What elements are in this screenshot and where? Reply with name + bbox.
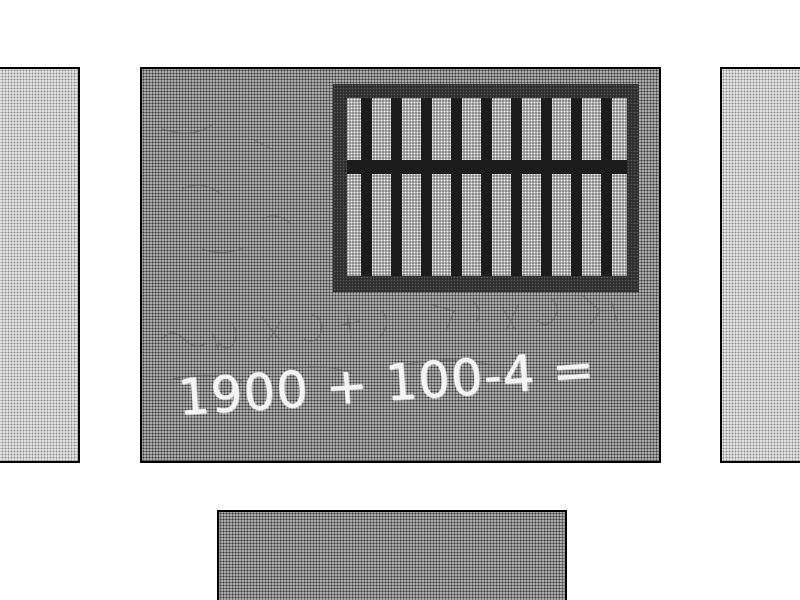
barred-window[interactable] xyxy=(333,84,639,292)
chalk-equation-clue[interactable]: 1900 + 100-4 = xyxy=(175,339,597,427)
window-bar xyxy=(571,98,582,276)
window-bar xyxy=(391,98,402,276)
window-bar xyxy=(361,98,372,276)
window-bar xyxy=(541,98,552,276)
left-scene-panel[interactable] xyxy=(0,67,80,463)
bottom-scene-panel[interactable] xyxy=(217,510,567,600)
window-bar xyxy=(421,98,432,276)
window-bar xyxy=(481,98,492,276)
window-bar xyxy=(451,98,462,276)
window-cross-bar xyxy=(347,160,627,174)
cell-wall-panel: 1900 + 100-4 = xyxy=(140,67,661,463)
window-bar xyxy=(601,98,612,276)
right-scene-panel[interactable] xyxy=(720,67,800,463)
window-bar xyxy=(511,98,522,276)
window-opening xyxy=(347,98,627,276)
